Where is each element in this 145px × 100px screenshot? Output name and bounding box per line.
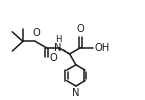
Text: O: O bbox=[32, 28, 40, 38]
Text: O: O bbox=[49, 53, 57, 63]
Text: N: N bbox=[72, 88, 80, 98]
Text: OH: OH bbox=[95, 43, 110, 53]
Text: H: H bbox=[55, 35, 61, 44]
Text: N: N bbox=[54, 43, 62, 53]
Text: O: O bbox=[77, 24, 84, 34]
